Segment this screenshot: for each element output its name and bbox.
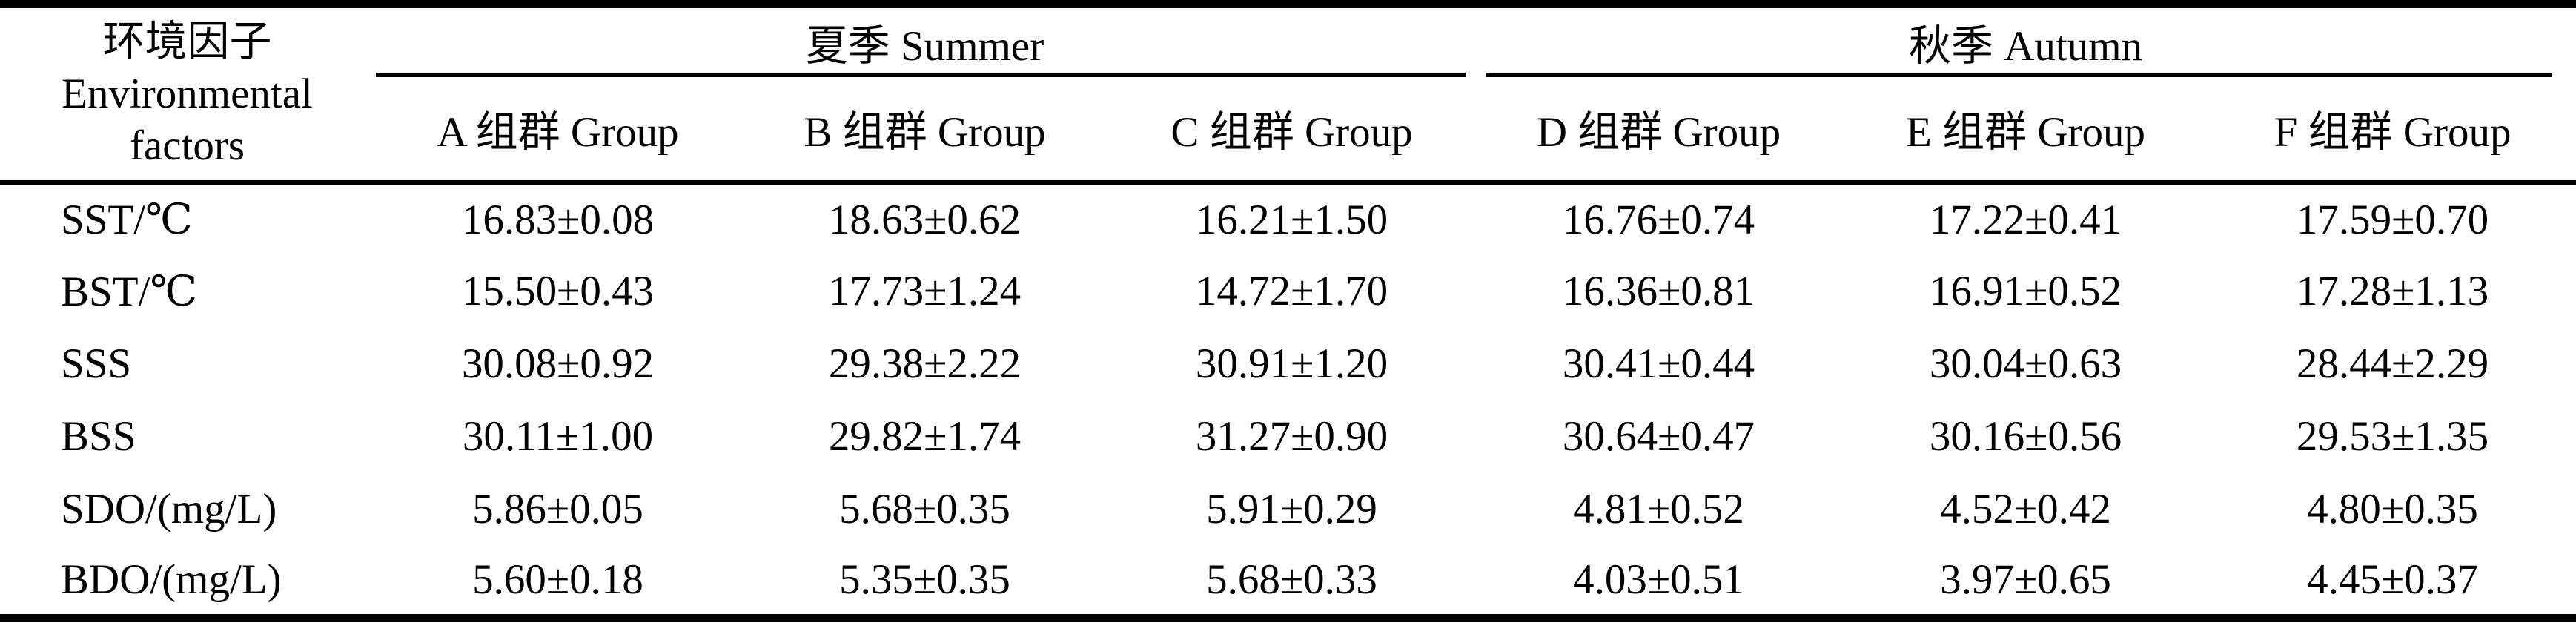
value-cell: 5.68±0.33	[1206, 556, 1377, 604]
factor-cell: BSS	[61, 413, 136, 460]
value-cell: 29.82±1.74	[828, 413, 1022, 460]
value-cell: 3.97±0.65	[1940, 556, 2111, 604]
value-cell: 30.16±0.56	[1929, 413, 2122, 460]
factor-cell: BDO/(mg/L)	[61, 556, 282, 604]
value-cell: 16.83±0.08	[461, 196, 655, 243]
factor-header-line-zh: 环境因子	[102, 18, 272, 65]
column-header-group-f: F 组群 Group	[2209, 76, 2576, 185]
value-cell: 4.45±0.37	[2307, 556, 2478, 604]
value-cell: 17.59±0.70	[2296, 196, 2489, 243]
column-header-environmental-factors: 环境因子 Environmental factors	[0, 4, 374, 185]
value-cell: 30.91±1.20	[1195, 340, 1388, 387]
value-cell: 4.80±0.35	[2307, 486, 2478, 532]
factor-cell: SST/℃	[61, 197, 193, 243]
factor-header-line-en2: factors	[129, 122, 245, 169]
environmental-factors-table: 环境因子 Environmental factors 夏季 Summer 秋季 …	[0, 0, 2576, 622]
value-cell: 14.72±1.70	[1195, 268, 1388, 314]
factor-cell: SSS	[61, 340, 132, 387]
column-header-group-c: C 组群 Group	[1108, 76, 1476, 185]
column-group-summer: 夏季 Summer	[374, 4, 1475, 77]
value-cell: 5.60±0.18	[472, 556, 643, 604]
value-cell: 4.52±0.42	[1940, 486, 2111, 532]
value-cell: 17.22±0.41	[1929, 196, 2122, 243]
column-group-autumn: 秋季 Autumn	[1475, 4, 2576, 77]
group-header-row: A 组群 Group B 组群 Group C 组群 Group D 组群 Gr…	[0, 76, 2576, 185]
table-row-sdo: SDO/(mg/L) 5.86±0.05 5.68±0.35 5.91±0.29…	[0, 473, 2576, 546]
value-cell: 30.64±0.47	[1562, 413, 1755, 460]
factor-cell: SDO/(mg/L)	[61, 486, 277, 532]
value-cell: 30.41±0.44	[1562, 340, 1755, 387]
value-cell: 18.63±0.62	[828, 196, 1022, 243]
value-cell: 29.53±1.35	[2296, 413, 2489, 460]
table-row-sst: SST/℃ 16.83±0.08 18.63±0.62 16.21±1.50 1…	[0, 182, 2576, 255]
column-header-group-a: A 组群 Group	[374, 76, 741, 185]
value-cell: 29.38±2.22	[828, 340, 1022, 387]
factor-header-line-en1: Environmental	[62, 70, 313, 117]
table-row-bdo: BDO/(mg/L) 5.60±0.18 5.35±0.35 5.68±0.33…	[0, 546, 2576, 618]
table-row-sss: SSS 30.08±0.92 29.38±2.22 30.91±1.20 30.…	[0, 328, 2576, 400]
value-cell: 16.91±0.52	[1929, 268, 2122, 314]
value-cell: 16.21±1.50	[1195, 196, 1388, 243]
value-cell: 30.04±0.63	[1929, 340, 2122, 387]
value-cell: 16.36±0.81	[1562, 268, 1755, 314]
value-cell: 31.27±0.90	[1195, 413, 1388, 460]
value-cell: 5.91±0.29	[1206, 486, 1377, 532]
value-cell: 5.35±0.35	[839, 556, 1010, 604]
value-cell: 30.11±1.00	[462, 413, 654, 460]
value-cell: 4.81±0.52	[1573, 486, 1744, 532]
factor-cell: BST/℃	[61, 268, 198, 315]
value-cell: 17.73±1.24	[828, 268, 1022, 314]
value-cell: 30.08±0.92	[461, 340, 655, 387]
value-cell: 15.50±0.43	[461, 268, 655, 314]
value-cell: 17.28±1.13	[2296, 268, 2489, 314]
value-cell: 5.68±0.35	[839, 486, 1010, 532]
column-header-group-e: E 组群 Group	[1842, 76, 2210, 185]
value-cell: 4.03±0.51	[1573, 556, 1744, 604]
value-cell: 16.76±0.74	[1562, 196, 1755, 243]
season-header-row: 环境因子 Environmental factors 夏季 Summer 秋季 …	[0, 4, 2576, 185]
value-cell: 5.86±0.05	[472, 486, 643, 532]
column-header-group-d: D 组群 Group	[1475, 76, 1843, 185]
table-row-bss: BSS 30.11±1.00 29.82±1.74 31.27±0.90 30.…	[0, 400, 2576, 473]
column-header-group-b: B 组群 Group	[741, 76, 1108, 185]
table-row-bst: BST/℃ 15.50±0.43 17.73±1.24 14.72±1.70 1…	[0, 255, 2576, 328]
value-cell: 28.44±2.29	[2296, 340, 2489, 387]
